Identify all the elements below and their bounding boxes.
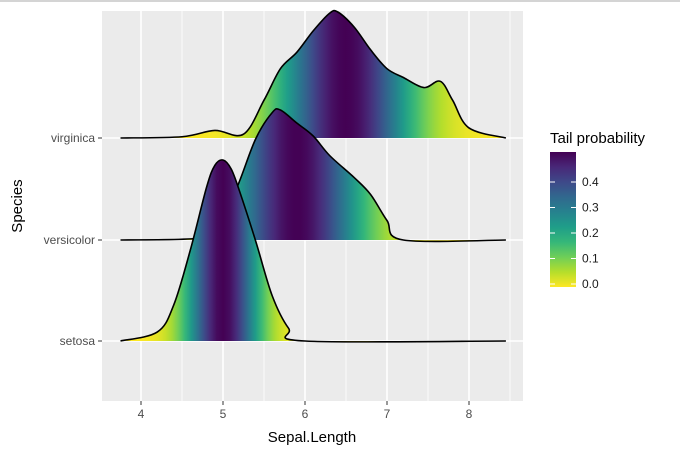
x-tick-label: 5: [220, 407, 227, 421]
y-axis: setosa versicolor virginica: [44, 131, 102, 348]
x-tick-label: 8: [466, 407, 473, 421]
legend-label: 0.1: [582, 252, 599, 266]
x-axis: 4 5 6 7 8: [138, 401, 473, 421]
y-tick-label-versicolor: versicolor: [44, 233, 95, 247]
y-axis-title: Species: [9, 179, 26, 232]
ridge-outline: [120, 159, 506, 343]
y-tick-label-setosa: setosa: [60, 334, 96, 348]
ridge-fill: [120, 108, 506, 241]
x-tick-label: 6: [302, 407, 309, 421]
x-tick-label: 7: [384, 407, 391, 421]
legend-label: 0.3: [582, 201, 599, 215]
legend-colorbar: [550, 152, 576, 287]
ridge-virginica: [120, 9, 507, 139]
y-tick-label-virginica: virginica: [51, 131, 95, 145]
ridge-fill: [120, 159, 506, 342]
legend: Tail probability 0.0 0.1 0.2 0.3 0.4: [550, 130, 646, 291]
legend-title: Tail probability: [550, 130, 646, 147]
x-axis-title: Sepal.Length: [268, 429, 356, 446]
legend-label: 0.4: [582, 175, 599, 189]
legend-label: 0.0: [582, 277, 599, 291]
ridges: [120, 9, 507, 343]
ridge-setosa: [120, 159, 506, 343]
ridge-fill: [120, 10, 506, 138]
ridge-outline: [120, 9, 507, 139]
x-tick-label: 4: [138, 407, 145, 421]
legend-label: 0.2: [582, 226, 599, 240]
